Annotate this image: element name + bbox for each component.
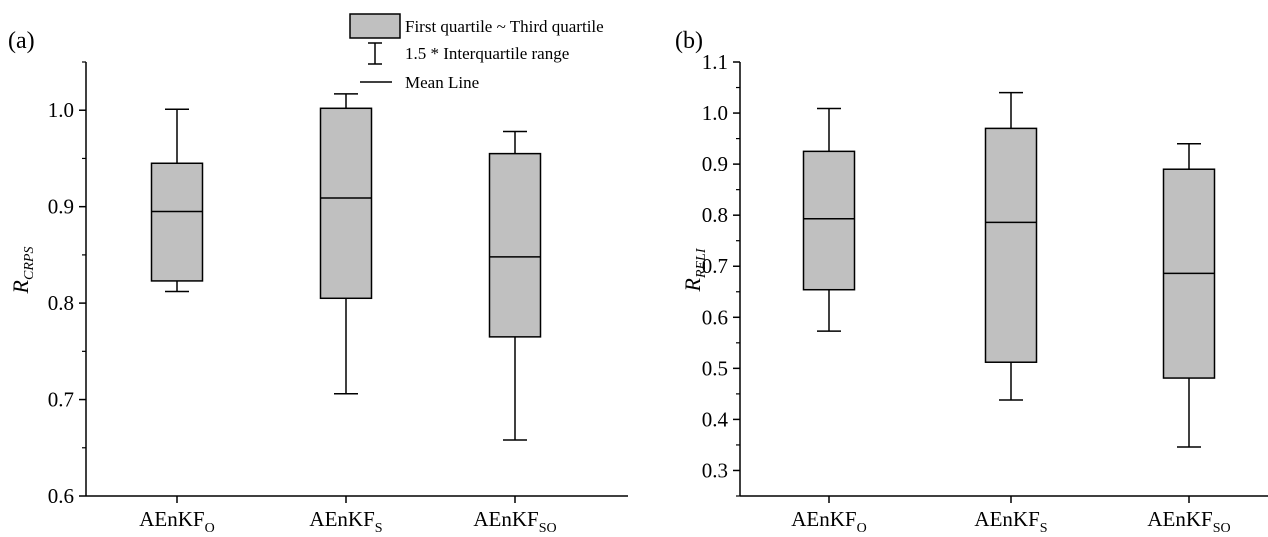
legend-box-label: First quartile ~ Third quartile [405, 17, 604, 36]
x-tick-label: AEnKFO [791, 507, 866, 536]
panel-b-chart: (b) 0.3 0.4 0.5 0.6 0.7 0.8 0.9 1.0 1.1 RRELI AEnKF… [675, 28, 1268, 536]
y-tick-label: 1.0 [48, 98, 74, 122]
y-axis-title: RCRPS [8, 247, 37, 295]
y-tick-label: 0.7 [48, 388, 74, 412]
box-3 [1162, 142, 1216, 448]
legend-mean-label: Mean Line [405, 73, 479, 92]
y-tick-label: 0.6 [48, 484, 74, 508]
iqr-box [984, 127, 1038, 363]
box-3 [488, 130, 542, 441]
y-tick-label: 0.9 [702, 152, 728, 176]
box-2 [984, 91, 1038, 401]
y-tick-label: 0.6 [702, 305, 728, 329]
y-tick-label: 0.4 [702, 407, 729, 431]
panel-label: (a) [8, 28, 35, 54]
legend-whisker-swatch [368, 42, 382, 65]
iqr-box [150, 162, 204, 282]
y-tick-label: 0.3 [702, 458, 728, 482]
x-tick-label: AEnKFO [139, 507, 214, 536]
legend-whisker-label: 1.5 * Interquartile range [405, 44, 569, 63]
y-tick-label: 0.8 [702, 203, 728, 227]
legend: First quartile ~ Third quartile 1.5 * In… [349, 13, 604, 92]
panel-a-chart: (a) 0.6 0.7 0.8 0.9 1.0 RCRPS AEnKFO AEnKFS AEnKF… [8, 28, 628, 536]
box-1 [150, 108, 204, 293]
panel-label: (b) [675, 28, 703, 54]
box-2 [319, 93, 373, 395]
iqr-box [488, 152, 542, 338]
y-tick-label: 0.5 [702, 356, 728, 380]
y-tick-label: 0.9 [48, 195, 74, 219]
x-tick-label: AEnKFS [974, 507, 1047, 536]
iqr-box [319, 107, 373, 300]
y-tick-label: 0.7 [702, 254, 728, 278]
x-tick-label: AEnKFS [309, 507, 382, 536]
box-1 [802, 107, 856, 332]
iqr-box [802, 150, 856, 291]
y-tick-label: 0.8 [48, 291, 74, 315]
legend-box-swatch [349, 13, 401, 39]
y-tick-label: 1.1 [702, 50, 728, 74]
y-axis-title: RRELI [680, 247, 709, 292]
x-tick-label: AEnKFSO [1147, 507, 1230, 536]
x-tick-label: AEnKFSO [473, 507, 556, 536]
y-tick-label: 1.0 [702, 101, 728, 125]
